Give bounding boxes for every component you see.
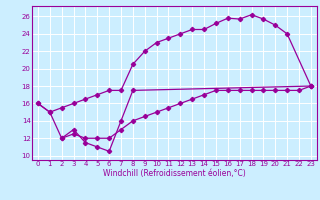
X-axis label: Windchill (Refroidissement éolien,°C): Windchill (Refroidissement éolien,°C) — [103, 169, 246, 178]
